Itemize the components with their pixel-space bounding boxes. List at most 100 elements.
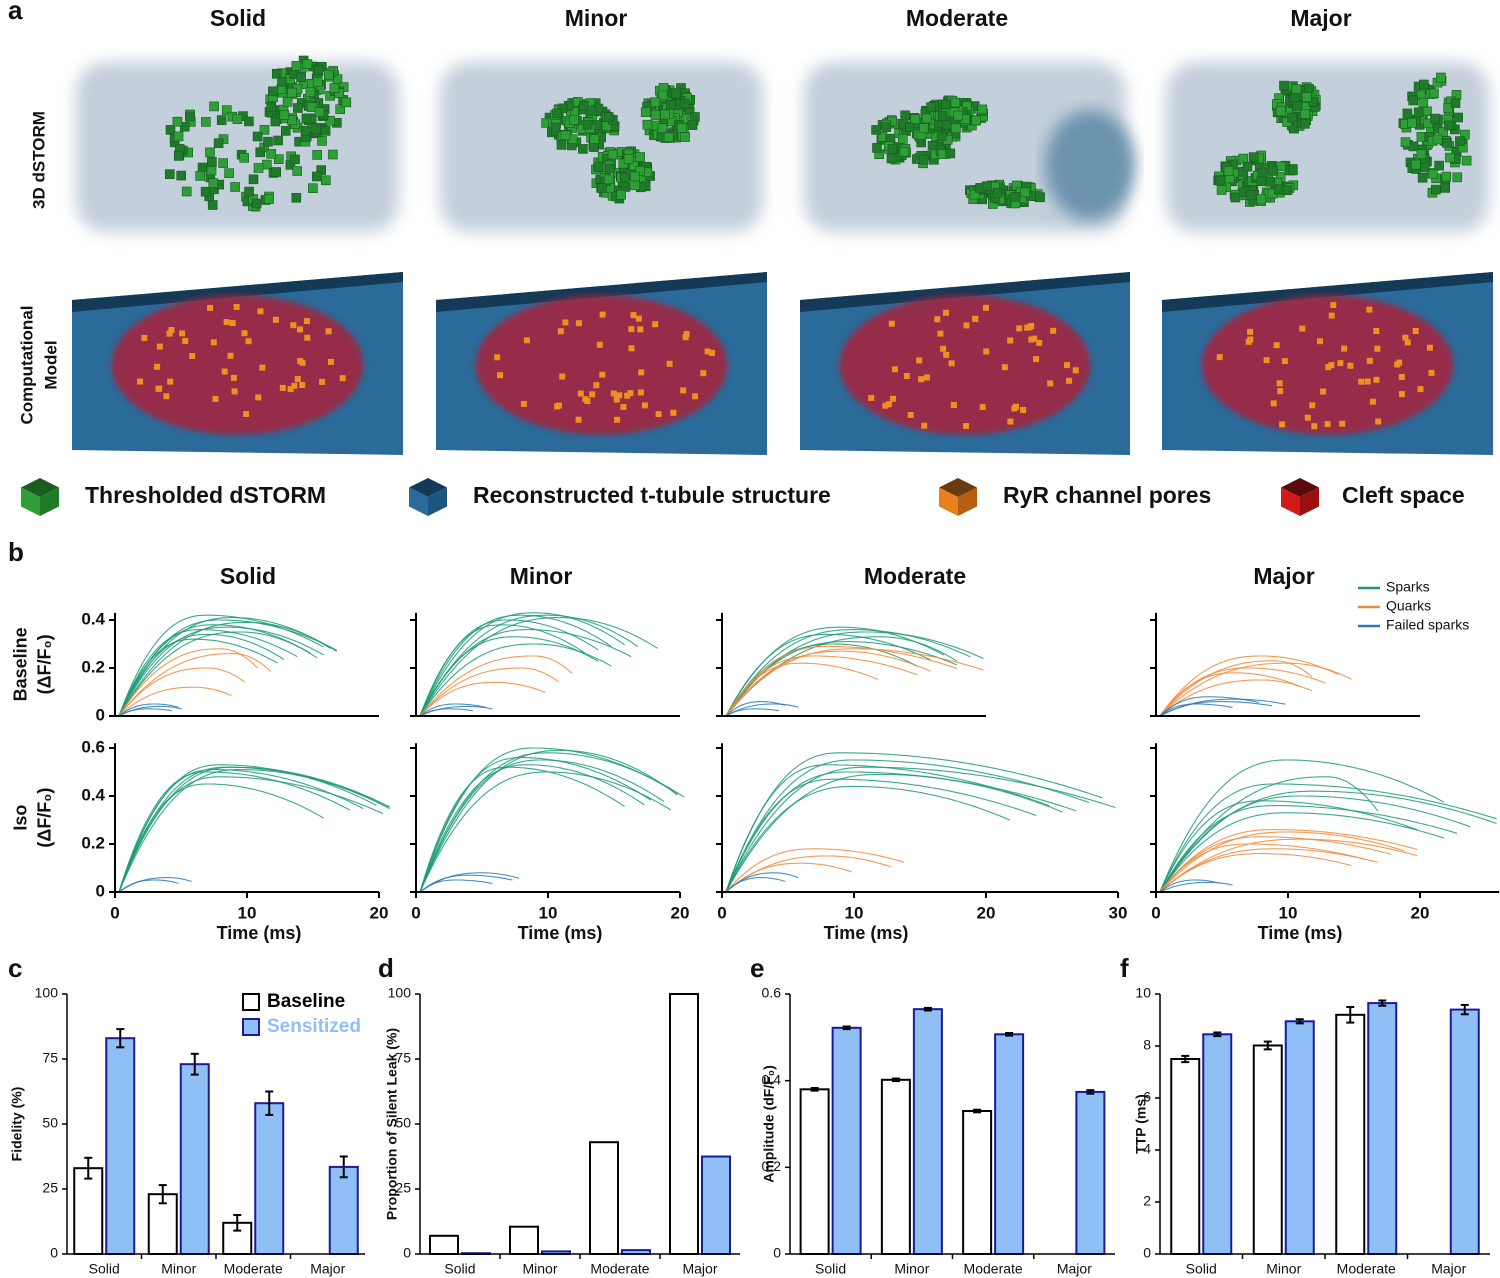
cube-left [939,487,958,516]
trace [118,653,272,717]
y-tick-label: 0.2 [762,1158,782,1174]
y-axis-label: TTP (ms) [1133,1094,1149,1154]
voxel [619,172,630,183]
voxel [213,138,224,148]
voxel [251,198,262,209]
ryr [156,343,163,350]
ryr [1337,360,1344,367]
trace [1159,853,1352,893]
voxel [640,107,651,117]
legend-label: Sparks [1386,579,1430,595]
ryr [1366,306,1373,313]
legend-label: Reconstructed t-tubule structure [473,482,831,508]
ryr [1047,380,1054,387]
voxel [1248,152,1259,162]
ryr [1373,328,1380,334]
ryr [523,337,530,344]
voxel [1304,84,1314,94]
voxel [181,186,192,197]
voxel [982,181,992,191]
x-tick-label: Solid [89,1261,120,1277]
ryr [903,373,910,379]
membrane [1166,62,1489,232]
voxel [1238,153,1249,164]
voxel [1416,149,1427,159]
trace [419,629,632,717]
voxel [578,144,588,154]
voxel [263,136,273,147]
x-tick-label: 10 [238,903,257,922]
trace [118,631,318,717]
y-axis-label: Fidelity (%) [9,1087,25,1162]
ryr [137,378,144,385]
ryr [168,327,175,333]
voxel [282,97,293,107]
trace [419,636,599,717]
trace [118,769,364,893]
voxel [1230,192,1241,203]
voxel [1452,172,1463,183]
ryr [599,371,606,378]
trace [725,662,879,717]
ryr [1373,376,1380,383]
x-tick-label: Major [682,1261,717,1277]
trace [1159,843,1365,893]
voxel [271,167,282,177]
cube-right [40,487,59,516]
ryr [287,386,294,393]
cleft [111,295,364,435]
voxel [1274,184,1284,195]
trace [1159,672,1299,717]
ryr [972,315,979,322]
ryr [1339,420,1346,427]
voxel [244,116,254,127]
x-tick-label: Solid [815,1261,846,1277]
trace [725,631,984,717]
voxel [1450,98,1461,108]
panel-label: f [1120,953,1129,983]
ryr [637,389,644,396]
ryr [616,392,623,399]
ryr [923,374,930,381]
voxel [1445,152,1455,163]
cube-left [21,487,40,516]
voxel [657,90,668,101]
ryr [1375,418,1382,425]
trace [1159,660,1313,717]
row-label: Model [41,340,60,389]
voxel [1256,176,1267,187]
voxel [687,120,698,130]
ryr [943,351,950,358]
bar [880,1078,911,1256]
y-axis-label: Iso [11,805,31,831]
ryr [1328,312,1335,319]
ryr [892,366,898,373]
voxel [1441,171,1452,182]
voxel [671,88,681,99]
x-tick-label: 20 [370,903,389,922]
voxel [255,147,266,158]
voxel [582,119,593,130]
voxel [560,130,571,141]
legend-label: Thresholded dSTORM [85,482,326,508]
trace [725,629,971,717]
trace [1159,790,1497,893]
voxel [244,186,254,197]
voxel [679,98,690,109]
voxel [200,186,211,197]
voxel [630,180,640,191]
trace [419,614,612,717]
voxel [206,165,217,176]
voxel [1431,184,1441,195]
x-tick-label: 10 [539,903,558,922]
ryr [983,348,990,355]
cleft [475,295,728,435]
cube-right [958,487,977,516]
voxel [218,158,228,168]
column-title: Moderate [906,5,1008,31]
ryr [1066,377,1073,384]
voxel [1302,92,1312,102]
voxel [1291,84,1302,94]
voxel [940,99,951,110]
tubule-top [1162,272,1493,312]
